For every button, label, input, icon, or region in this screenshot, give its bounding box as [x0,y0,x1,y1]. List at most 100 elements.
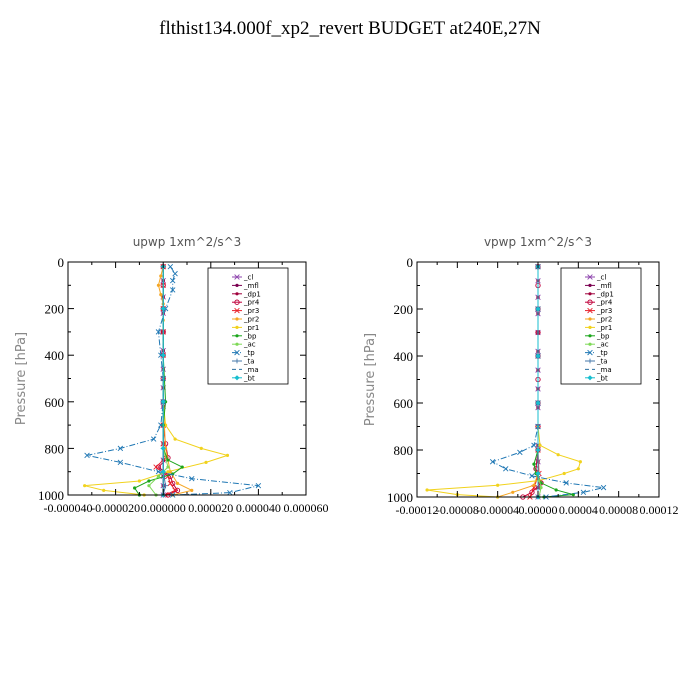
vpwp-panel: vpwp 1xm^2/s^3 Pressure [hPa] 0 200 400 600 80… [363,235,679,517]
data-point [576,467,580,471]
legend-item: _pr4 [232,299,260,307]
legend-item: _pr4 [585,299,613,307]
data-point [578,460,582,464]
data-point [153,464,159,470]
legend-label: _ma [243,366,259,374]
data-point [117,445,124,452]
data-point [556,453,560,457]
legend-label: _bp [596,332,610,340]
legend-marker [587,358,593,364]
series-pr1 [83,265,230,497]
data-point [532,462,536,466]
data-point [503,466,509,472]
data-point [167,480,174,487]
legend-marker [234,299,240,305]
data-point [538,480,544,486]
y-tick-label: 0 [407,255,414,270]
legend-item: _mfl [585,282,612,290]
series-line-pr2 [497,266,539,498]
legend-item: _dp1 [585,290,614,298]
legend-box [560,267,642,385]
y-tick-label: 1000 [387,490,413,505]
data-point [175,481,180,485]
legend-marker [588,283,592,287]
x-tick-label: 0.00012 [640,503,679,517]
legend-item: _cl [585,274,606,282]
data-point [190,488,194,492]
legend-label: _bt [243,374,255,382]
legend-item: _pr2 [232,316,259,324]
data-point [173,437,177,441]
legend-label: _cl [243,274,253,282]
legend-box [207,267,289,385]
legend-item: _bt [232,374,255,382]
data-point [580,489,587,496]
legend-item: _ma [585,366,612,374]
legend-label: _ta [243,358,255,366]
legend-marker [235,283,239,287]
legend-marker [234,349,240,356]
data-point [150,436,157,442]
legend-marker [235,317,239,321]
data-point [600,484,607,491]
data-point [538,443,542,447]
legend-label: _tp [596,349,608,357]
data-point [496,483,500,487]
data-point [554,488,558,492]
legend-item: _ta [585,358,608,366]
data-point [180,465,184,469]
legend-item: _dp1 [232,290,261,298]
data-point [160,399,166,405]
data-point [156,283,161,287]
legend-marker [235,334,239,338]
data-point [163,423,168,427]
y-tick-label: 1000 [38,488,64,503]
x-tick-label: 0.00004 [559,503,598,517]
data-point [102,488,106,492]
legend-label: _pr1 [243,324,259,332]
series-line-pr1 [84,266,230,496]
legend-item: _cl [232,274,253,282]
legend-label: _pr4 [596,299,613,307]
legend-label: _mfl [596,282,612,290]
data-point [160,445,166,451]
legend-marker [235,342,239,346]
y-tick-label: 200 [394,302,414,317]
legend-label: _pr4 [243,299,260,307]
x-tick-label: -0.00012 [396,503,439,517]
legend-item: _tp [232,349,255,357]
x-tick-label: 0.000040 [236,501,281,515]
data-point [562,471,566,476]
legend-marker [587,307,593,314]
legend: _cl_mfl_dp1_pr4_pr3_pr2_pr1_bp_ac_tp_ta_… [207,267,289,385]
data-point [166,470,170,474]
legend-marker [588,292,592,296]
series-line-tp [491,266,604,498]
data-point [133,486,137,490]
legend-marker [588,317,592,321]
data-point [160,352,166,358]
data-point [511,490,515,494]
legend-label: _pr1 [596,324,612,332]
data-point [155,468,162,475]
x-tick-label: -0.00004 [476,503,519,517]
data-point [170,277,176,284]
data-point [199,446,203,450]
data-point [425,488,429,492]
legend-item: _pr2 [585,316,612,324]
legend-marker [587,299,593,305]
x-tick-label: -0.000040 [44,501,93,515]
legend-label: _bt [596,374,608,382]
legend-label: _pr3 [596,307,612,315]
data-point [535,306,541,312]
legend-item: _pr1 [232,324,259,332]
data-point [158,422,164,428]
legend-item: _tp [585,349,608,357]
data-point [255,482,262,489]
panel-title: vpwp 1xm^2/s^3 [484,235,592,249]
x-tick-label: 0.00000 [519,503,558,517]
data-point [170,287,176,293]
legend-marker [234,307,240,314]
legend-item: _ma [232,366,259,374]
legend-label: _ac [596,341,609,349]
